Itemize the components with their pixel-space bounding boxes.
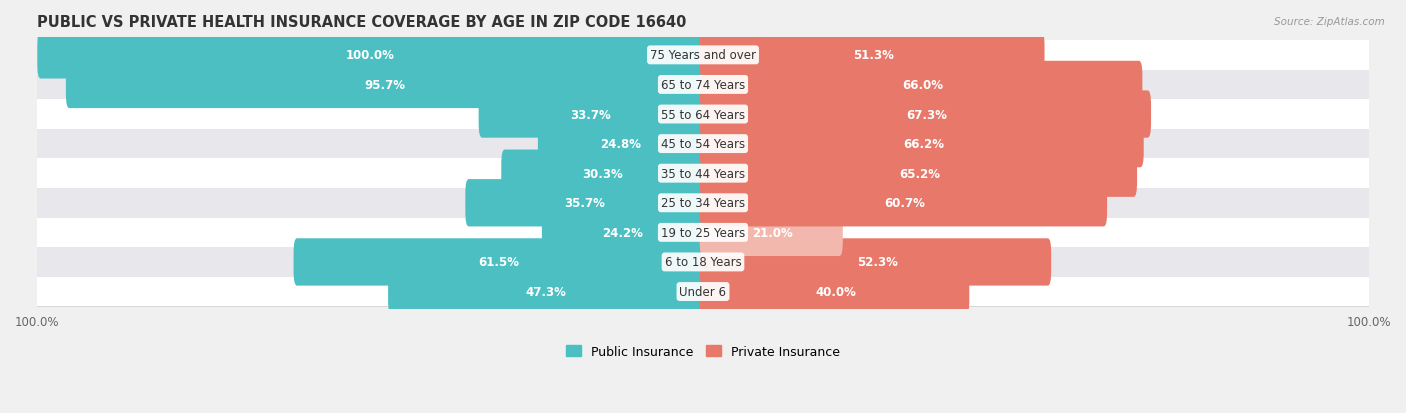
- Bar: [37, 130, 1369, 159]
- FancyBboxPatch shape: [700, 32, 1045, 79]
- Text: 61.5%: 61.5%: [478, 256, 519, 269]
- Text: 66.0%: 66.0%: [903, 79, 943, 92]
- Text: 25 to 34 Years: 25 to 34 Years: [661, 197, 745, 210]
- Text: 45 to 54 Years: 45 to 54 Years: [661, 138, 745, 151]
- Text: 30.3%: 30.3%: [582, 167, 623, 180]
- FancyBboxPatch shape: [294, 239, 706, 286]
- Text: 65.2%: 65.2%: [900, 167, 941, 180]
- FancyBboxPatch shape: [700, 209, 842, 256]
- FancyBboxPatch shape: [700, 268, 969, 316]
- Text: 65 to 74 Years: 65 to 74 Years: [661, 79, 745, 92]
- Text: 24.8%: 24.8%: [600, 138, 641, 151]
- Text: 21.0%: 21.0%: [752, 226, 793, 239]
- Text: PUBLIC VS PRIVATE HEALTH INSURANCE COVERAGE BY AGE IN ZIP CODE 16640: PUBLIC VS PRIVATE HEALTH INSURANCE COVER…: [37, 15, 686, 30]
- FancyBboxPatch shape: [37, 32, 706, 79]
- FancyBboxPatch shape: [388, 268, 706, 316]
- FancyBboxPatch shape: [465, 180, 706, 227]
- FancyBboxPatch shape: [700, 121, 1143, 168]
- FancyBboxPatch shape: [538, 121, 706, 168]
- FancyBboxPatch shape: [700, 150, 1137, 197]
- Text: 67.3%: 67.3%: [907, 108, 948, 121]
- Text: 6 to 18 Years: 6 to 18 Years: [665, 256, 741, 269]
- Bar: [37, 41, 1369, 71]
- Bar: [37, 247, 1369, 277]
- Text: 40.0%: 40.0%: [815, 285, 856, 298]
- Text: 75 Years and over: 75 Years and over: [650, 49, 756, 62]
- Text: 95.7%: 95.7%: [364, 79, 405, 92]
- Bar: [37, 188, 1369, 218]
- Text: Under 6: Under 6: [679, 285, 727, 298]
- Text: 33.7%: 33.7%: [571, 108, 612, 121]
- Bar: [37, 218, 1369, 247]
- FancyBboxPatch shape: [700, 239, 1052, 286]
- FancyBboxPatch shape: [700, 180, 1107, 227]
- Text: 51.3%: 51.3%: [853, 49, 894, 62]
- Text: Source: ZipAtlas.com: Source: ZipAtlas.com: [1274, 17, 1385, 26]
- Text: 55 to 64 Years: 55 to 64 Years: [661, 108, 745, 121]
- Text: 35.7%: 35.7%: [564, 197, 605, 210]
- Text: 60.7%: 60.7%: [884, 197, 925, 210]
- Text: 47.3%: 47.3%: [524, 285, 567, 298]
- Text: 19 to 25 Years: 19 to 25 Years: [661, 226, 745, 239]
- Bar: [37, 159, 1369, 188]
- Bar: [37, 71, 1369, 100]
- FancyBboxPatch shape: [700, 62, 1143, 109]
- Text: 66.2%: 66.2%: [903, 138, 943, 151]
- Text: 52.3%: 52.3%: [856, 256, 897, 269]
- FancyBboxPatch shape: [478, 91, 706, 138]
- Bar: [37, 100, 1369, 130]
- Text: 100.0%: 100.0%: [346, 49, 395, 62]
- Text: 24.2%: 24.2%: [602, 226, 643, 239]
- FancyBboxPatch shape: [700, 91, 1152, 138]
- FancyBboxPatch shape: [502, 150, 706, 197]
- Text: 35 to 44 Years: 35 to 44 Years: [661, 167, 745, 180]
- FancyBboxPatch shape: [66, 62, 706, 109]
- Legend: Public Insurance, Private Insurance: Public Insurance, Private Insurance: [561, 340, 845, 363]
- FancyBboxPatch shape: [541, 209, 706, 256]
- Bar: [37, 277, 1369, 306]
